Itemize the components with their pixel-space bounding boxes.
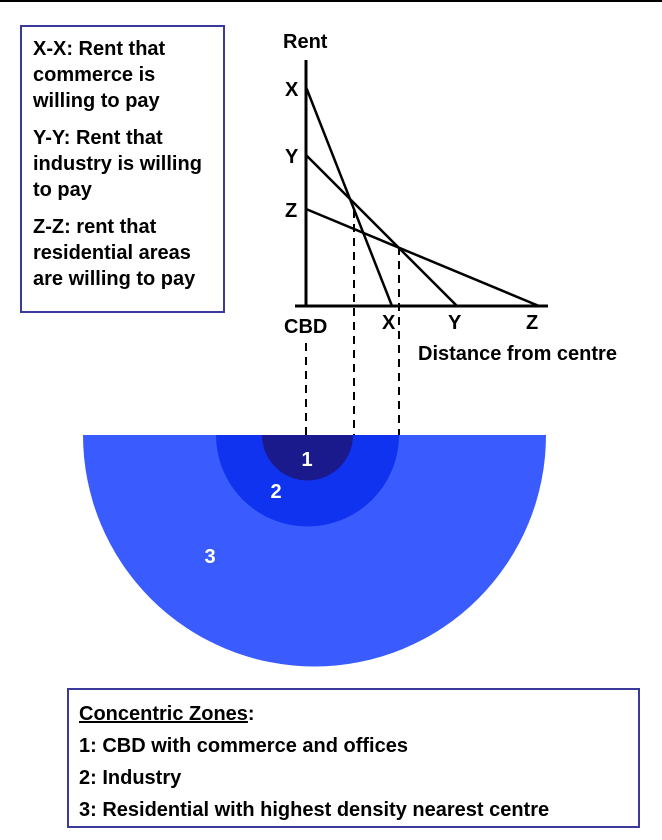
distance-axis-label: Distance from centre: [418, 343, 617, 365]
y-tick-y: Y: [285, 146, 299, 168]
y-tick-z: Z: [285, 200, 297, 222]
top-border-line: [0, 0, 662, 2]
cbd-origin-label: CBD: [284, 316, 327, 338]
key-item-residential: 3: Residential with highest density near…: [79, 799, 550, 821]
y-tick-x: X: [285, 79, 299, 101]
legend-residential: Z-Z: rent that residential areas are wil…: [33, 216, 196, 290]
x-tick-y: Y: [448, 312, 462, 334]
concentric-zones-key: Concentric Zones: 1: CBD with commerce a…: [67, 688, 640, 828]
zone-1-cbd: [262, 435, 353, 481]
zone-2-industry: [216, 435, 399, 527]
key-item-industry: 2: Industry: [79, 767, 182, 789]
zone-3-residential: [83, 435, 546, 667]
legend-commerce: X-X: Rent that commerce is willing to pa…: [33, 38, 166, 112]
rent-axis-label: Rent: [283, 31, 328, 53]
key-heading-row: Concentric Zones:: [79, 698, 638, 730]
key-heading: Concentric Zones: [79, 703, 248, 725]
zone-label-1: 1: [301, 449, 312, 471]
x-tick-z: Z: [526, 312, 538, 334]
zone-label-3: 3: [204, 546, 215, 568]
industry-rent-line: [305, 154, 458, 307]
key-heading-colon: :: [247, 703, 255, 725]
legend-industry: Y-Y: Rent that industry is willing to pa…: [33, 127, 202, 201]
key-item-cbd: 1: CBD with commerce and offices: [79, 735, 408, 757]
x-tick-x: X: [382, 312, 396, 334]
zone-label-2: 2: [270, 481, 281, 503]
residential-rent-line: [305, 207, 540, 308]
rent-legend-box: X-X: Rent that commerce is willing to pa…: [20, 25, 225, 313]
